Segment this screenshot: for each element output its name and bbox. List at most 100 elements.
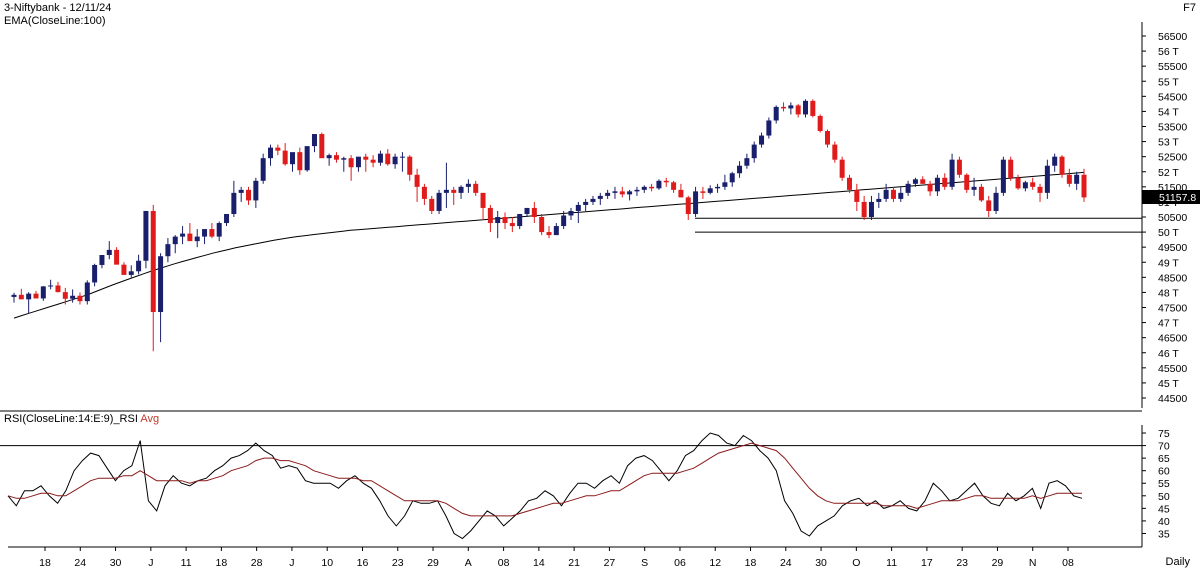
- rsi-indicator-label: RSI(CloseLine:14:E:9)_RSI Avg: [4, 413, 159, 425]
- date-tick-label: 24: [74, 557, 86, 569]
- rsi-tick-label: 65: [1158, 453, 1170, 465]
- candle-body: [48, 285, 54, 287]
- price-tick-label: 50500: [1158, 212, 1187, 224]
- date-tick-label: 21: [568, 557, 580, 569]
- candle-body: [238, 189, 244, 193]
- candle-body: [531, 207, 537, 217]
- candle-body: [289, 152, 295, 165]
- candle-body: [443, 189, 449, 193]
- candle-body: [590, 198, 596, 202]
- candle-body: [40, 286, 46, 299]
- function-key-label: F7: [1183, 2, 1196, 14]
- date-tick-label: 11: [886, 557, 897, 569]
- candle-body: [1081, 174, 1087, 198]
- candle-body: [268, 147, 274, 159]
- candle-body: [502, 217, 508, 224]
- candle-body: [385, 153, 391, 165]
- candle-body: [99, 255, 105, 265]
- rsi-avg-label: Avg: [140, 413, 160, 425]
- date-tick-label: 30: [815, 557, 827, 569]
- candle-body: [458, 186, 464, 193]
- candle-body: [810, 100, 816, 116]
- candle-body: [1008, 159, 1014, 178]
- candle-body: [333, 155, 339, 160]
- candle-body: [1037, 186, 1043, 193]
- chart-title: 3-Niftybank - 12/11/24: [4, 2, 112, 14]
- candle-body: [1066, 174, 1072, 184]
- candle-body: [641, 186, 647, 190]
- candle-body: [803, 100, 809, 115]
- candle-body: [561, 215, 567, 227]
- date-tick-label: 27: [604, 557, 616, 569]
- candle-body: [92, 264, 98, 283]
- candle-body: [678, 189, 684, 198]
- candle-body: [495, 217, 501, 224]
- candle-body: [920, 179, 926, 184]
- candle-body: [693, 191, 699, 214]
- candle-body: [1030, 182, 1036, 187]
- date-tick-label: 24: [780, 557, 792, 569]
- last-price-badge-text: 51157.8: [1159, 192, 1196, 204]
- candle-body: [429, 198, 435, 211]
- candle-body: [905, 183, 911, 193]
- candle-body: [978, 186, 984, 201]
- candle-body: [297, 152, 303, 171]
- candle-body: [436, 192, 442, 211]
- candle-body: [539, 217, 545, 233]
- candle-body: [231, 192, 237, 214]
- candle-body: [1059, 156, 1065, 175]
- candle-body: [114, 249, 120, 265]
- candle-body: [253, 180, 259, 201]
- candle-body: [627, 191, 633, 195]
- candle-body: [707, 188, 713, 193]
- date-tick-label: N: [1029, 557, 1037, 569]
- last-price-badge: 51157.8: [1142, 190, 1200, 204]
- candle-body: [883, 189, 889, 199]
- price-tick-label: 49 T: [1158, 257, 1179, 269]
- candle-body: [751, 144, 757, 159]
- candle-body: [341, 158, 347, 160]
- candle-body: [781, 106, 787, 109]
- candle-body: [282, 150, 288, 165]
- price-tick-label: 52 T: [1158, 167, 1179, 179]
- candle-body: [671, 182, 677, 190]
- date-tick-label: 12: [709, 557, 721, 569]
- candle-body: [209, 229, 215, 237]
- rsi-line: [7, 432, 1083, 540]
- candle-body: [912, 179, 918, 184]
- candle-body: [737, 165, 743, 174]
- candle-body: [1044, 165, 1050, 193]
- ema-indicator-label: EMA(CloseLine:100): [4, 15, 106, 27]
- candle-body: [722, 182, 728, 187]
- candle-body: [392, 156, 398, 165]
- candle-body: [202, 229, 208, 237]
- price-tick-label: 46 T: [1158, 348, 1179, 360]
- price-tick-label: 55 T: [1158, 76, 1179, 88]
- candle-body: [817, 115, 823, 132]
- date-tick-label: 08: [1062, 557, 1074, 569]
- candle-body: [773, 106, 779, 121]
- candle-body: [553, 226, 559, 236]
- candle-body: [949, 159, 955, 187]
- candle-body: [326, 155, 332, 159]
- candle-body: [348, 158, 354, 168]
- price-tick-label: 54500: [1158, 91, 1187, 103]
- candle-body: [399, 156, 405, 158]
- candle-body: [275, 147, 281, 151]
- candle-body: [158, 256, 164, 313]
- date-tick-label: 30: [110, 557, 122, 569]
- date-tick-label: 18: [39, 557, 51, 569]
- rsi-label: RSI(CloseLine:14:E:9)_RSI: [4, 413, 138, 425]
- candle-body: [517, 213, 523, 227]
- candle-body: [766, 120, 772, 136]
- candle-body: [465, 183, 471, 187]
- candle-body: [612, 191, 618, 193]
- price-tick-label: 49500: [1158, 242, 1187, 254]
- candle-body: [934, 177, 940, 192]
- candle-body: [370, 159, 376, 163]
- candle-body: [246, 189, 252, 201]
- period-label[interactable]: Daily: [1165, 556, 1190, 568]
